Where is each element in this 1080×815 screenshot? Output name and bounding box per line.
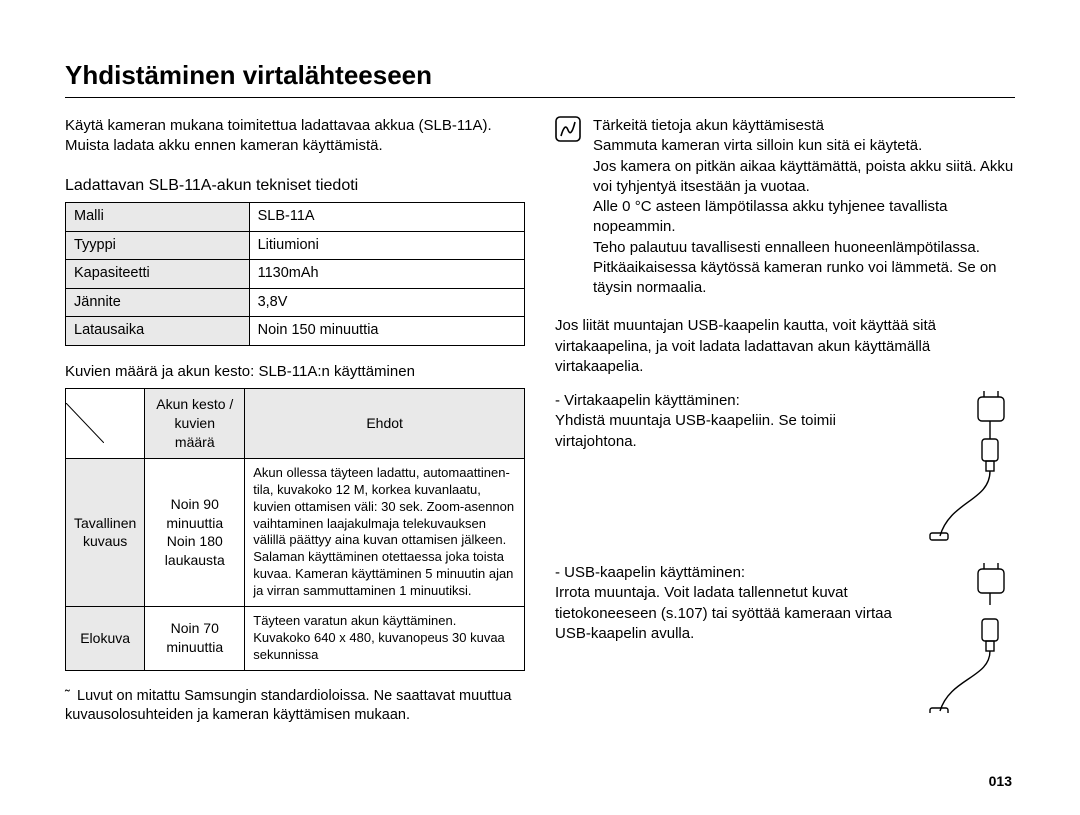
spec-heading: Ladattavan SLB-11A-akun tekniset tiedoti	[65, 175, 525, 197]
footnote-text: Luvut on mitattu Samsungin standardioloi…	[65, 688, 511, 724]
note-title: Tärkeitä tietoja akun käyttämisestä	[593, 116, 1015, 136]
footnote: ˜Luvut on mitattu Samsungin standardiolo…	[65, 687, 525, 726]
spec-key: Jännite	[66, 288, 250, 317]
plug-detached-icon	[920, 563, 1015, 713]
right-column: Tärkeitä tietoja akun käyttämisestä Samm…	[555, 116, 1015, 735]
spec-table: MalliSLB-11ATyyppiLitiumioniKapasiteetti…	[65, 202, 525, 346]
usb-item-body: Irrota muuntaja. Voit ladata tallennetut…	[555, 583, 906, 644]
plug-with-adapter-icon	[920, 391, 1015, 541]
usage-heading: Kuvien määrä ja akun kesto: SLB-11A:n kä…	[65, 362, 525, 382]
spec-key: Tyyppi	[66, 231, 250, 260]
usage-conditions: Akun ollessa täyteen ladattu, automaatti…	[245, 458, 525, 606]
usage-table: Akun kesto / kuvien määrä Ehdot Tavallin…	[65, 388, 525, 670]
power-cable-item: - Virtakaapelin käyttäminen: Yhdistä muu…	[555, 391, 1015, 541]
spec-key: Kapasiteetti	[66, 260, 250, 289]
note-box: Tärkeitä tietoja akun käyttämisestä Samm…	[555, 116, 1015, 298]
power-item-body: Yhdistä muuntaja USB-kaapeliin. Se toimi…	[555, 411, 906, 452]
usage-duration: Noin 70 minuuttia	[145, 606, 245, 670]
note-line: Sammuta kameran virta silloin kun sitä e…	[593, 136, 1015, 156]
two-column-layout: Käytä kameran mukana toimitettua ladatta…	[65, 116, 1015, 735]
note-line: Alle 0 °C asteen lämpötilassa akku tyhje…	[593, 197, 1015, 238]
usage-duration: Noin 90 minuuttia Noin 180 laukausta	[145, 458, 245, 606]
page-title: Yhdistäminen virtalähteeseen	[65, 60, 1015, 98]
usage-header-conditions: Ehdot	[245, 389, 525, 459]
usb-paragraph: Jos liität muuntajan USB-kaapelin kautta…	[555, 316, 1015, 377]
usb-cable-item: - USB-kaapelin käyttäminen: Irrota muunt…	[555, 563, 1015, 713]
spec-key: Malli	[66, 203, 250, 232]
left-column: Käytä kameran mukana toimitettua ladatta…	[65, 116, 525, 735]
page-number: 013	[989, 773, 1012, 789]
note-line: Teho palautuu tavallisesti ennalleen huo…	[593, 238, 1015, 258]
note-body: Tärkeitä tietoja akun käyttämisestä Samm…	[593, 116, 1015, 298]
usage-mode: Tavallinen kuvaus	[66, 458, 145, 606]
usb-item-title: - USB-kaapelin käyttäminen:	[555, 563, 906, 583]
note-icon	[555, 116, 583, 298]
note-line: Jos kamera on pitkän aikaa käyttämättä, …	[593, 157, 1015, 198]
power-item-title: - Virtakaapelin käyttäminen:	[555, 391, 906, 411]
tilde-icon: ˜	[65, 687, 77, 707]
diagonal-cell	[66, 403, 104, 443]
usage-header-duration: Akun kesto / kuvien määrä	[145, 389, 245, 459]
spec-val: Noin 150 minuuttia	[249, 317, 524, 346]
spec-val: 1130mAh	[249, 260, 524, 289]
spec-val: Litiumioni	[249, 231, 524, 260]
usage-conditions: Täyteen varatun akun käyttäminen. Kuvako…	[245, 606, 525, 670]
usage-mode: Elokuva	[66, 606, 145, 670]
intro-text: Käytä kameran mukana toimitettua ladatta…	[65, 116, 525, 157]
spec-val: 3,8V	[249, 288, 524, 317]
spec-key: Latausaika	[66, 317, 250, 346]
page: Yhdistäminen virtalähteeseen Käytä kamer…	[0, 0, 1080, 815]
note-line: Pitkäaikaisessa käytössä kameran runko v…	[593, 258, 1015, 299]
spec-val: SLB-11A	[249, 203, 524, 232]
